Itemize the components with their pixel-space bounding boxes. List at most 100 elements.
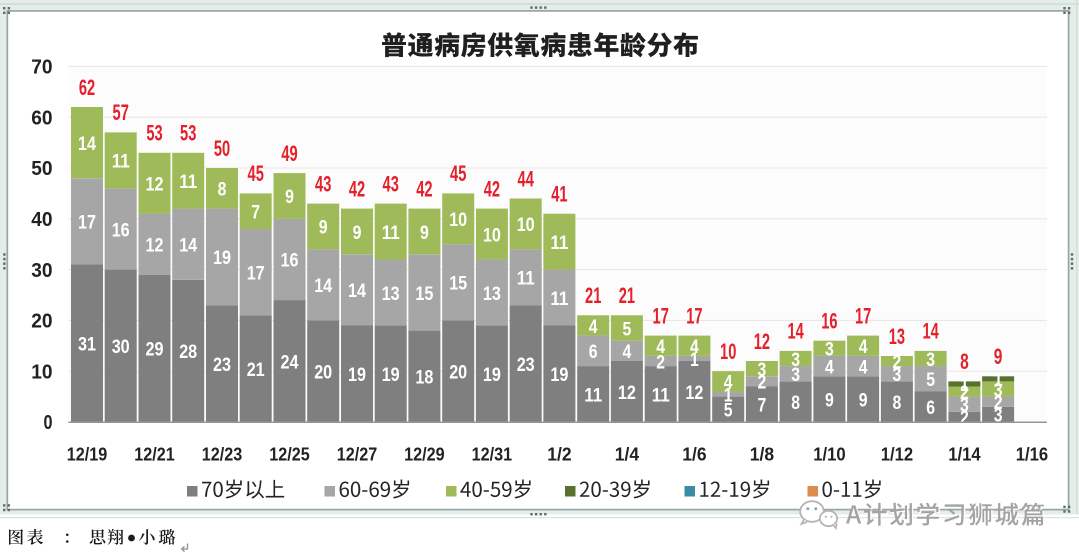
svg-text:17: 17 <box>653 303 669 328</box>
svg-text:10: 10 <box>31 361 52 383</box>
svg-text:42: 42 <box>349 176 365 201</box>
svg-text:28: 28 <box>179 341 197 363</box>
svg-text:50: 50 <box>214 136 230 161</box>
svg-text:30: 30 <box>31 260 52 282</box>
svg-text:4: 4 <box>690 336 699 358</box>
svg-text:19: 19 <box>382 364 400 386</box>
svg-text:1: 1 <box>690 349 699 371</box>
svg-text:12/19: 12/19 <box>67 445 108 465</box>
svg-text:12/23: 12/23 <box>202 445 243 465</box>
svg-text:1/2: 1/2 <box>547 445 571 465</box>
svg-text:0: 0 <box>44 412 53 434</box>
svg-text:11: 11 <box>550 232 568 254</box>
svg-text:12: 12 <box>685 382 703 404</box>
svg-text:2: 2 <box>656 351 665 373</box>
svg-text:30: 30 <box>112 336 130 358</box>
svg-text:9: 9 <box>319 217 328 239</box>
svg-text:1/6: 1/6 <box>682 445 706 465</box>
svg-text:43: 43 <box>383 171 399 196</box>
svg-text:1/14: 1/14 <box>948 445 980 465</box>
svg-text:12/31: 12/31 <box>472 445 513 465</box>
svg-text:3: 3 <box>994 405 1003 427</box>
svg-text:44: 44 <box>518 166 535 191</box>
svg-text:14: 14 <box>179 235 197 257</box>
svg-text:45: 45 <box>248 161 264 186</box>
svg-text:10: 10 <box>449 209 467 231</box>
svg-text:9: 9 <box>859 389 868 411</box>
svg-text:14: 14 <box>787 319 804 344</box>
svg-text:7: 7 <box>251 202 260 224</box>
svg-text:5: 5 <box>926 369 935 391</box>
svg-text:12: 12 <box>146 235 164 257</box>
svg-text:4: 4 <box>724 372 733 394</box>
svg-text:12/27: 12/27 <box>337 445 378 465</box>
svg-text:12: 12 <box>146 174 164 196</box>
svg-text:10: 10 <box>517 214 535 236</box>
svg-text:6: 6 <box>589 341 598 363</box>
svg-text:3: 3 <box>926 349 935 371</box>
svg-text:2: 2 <box>960 407 969 429</box>
svg-text:3: 3 <box>960 395 969 417</box>
svg-text:6: 6 <box>926 397 935 419</box>
svg-text:14: 14 <box>78 133 96 155</box>
svg-text:1: 1 <box>960 374 969 396</box>
svg-text:19: 19 <box>483 364 501 386</box>
svg-text:10: 10 <box>483 224 501 246</box>
svg-text:1: 1 <box>724 384 733 406</box>
svg-text:49: 49 <box>281 141 297 166</box>
svg-text:17: 17 <box>855 303 871 328</box>
svg-text:14: 14 <box>348 280 366 302</box>
svg-text:20: 20 <box>314 362 332 384</box>
svg-text:21: 21 <box>247 359 265 381</box>
svg-text:2: 2 <box>994 392 1003 414</box>
svg-text:7: 7 <box>758 395 767 417</box>
svg-text:11: 11 <box>652 384 670 406</box>
svg-text:12: 12 <box>618 382 636 404</box>
svg-text:2: 2 <box>758 372 767 394</box>
svg-text:3: 3 <box>994 379 1003 401</box>
svg-text:12/21: 12/21 <box>134 445 175 465</box>
svg-text:11: 11 <box>382 222 400 244</box>
svg-text:13: 13 <box>889 324 905 349</box>
svg-text:70: 70 <box>31 57 52 79</box>
svg-text:2: 2 <box>893 351 902 373</box>
svg-text:17: 17 <box>686 303 702 328</box>
svg-text:5: 5 <box>623 318 632 340</box>
svg-text:10: 10 <box>720 339 736 364</box>
svg-text:50: 50 <box>31 158 52 180</box>
svg-text:17: 17 <box>247 262 265 284</box>
svg-text:23: 23 <box>517 354 535 376</box>
svg-text:2: 2 <box>960 382 969 404</box>
svg-text:19: 19 <box>348 364 366 386</box>
svg-text:8: 8 <box>893 392 902 414</box>
svg-text:23: 23 <box>213 354 231 376</box>
svg-text:3: 3 <box>758 359 767 381</box>
svg-text:11: 11 <box>550 288 568 310</box>
svg-text:20: 20 <box>449 362 467 384</box>
svg-text:20: 20 <box>31 311 52 333</box>
svg-text:57: 57 <box>113 100 129 125</box>
svg-text:40: 40 <box>31 209 52 231</box>
svg-text:21: 21 <box>585 283 601 308</box>
svg-text:16: 16 <box>112 219 130 241</box>
svg-text:24: 24 <box>281 351 299 373</box>
svg-text:62: 62 <box>79 75 95 100</box>
svg-text:9: 9 <box>994 344 1003 369</box>
svg-text:12/25: 12/25 <box>269 445 310 465</box>
svg-text:1/10: 1/10 <box>813 445 845 465</box>
svg-text:31: 31 <box>78 334 96 356</box>
svg-text:43: 43 <box>315 171 331 196</box>
svg-text:14: 14 <box>922 319 939 344</box>
svg-text:9: 9 <box>825 389 834 411</box>
svg-text:1/8: 1/8 <box>750 445 774 465</box>
svg-text:9: 9 <box>353 222 362 244</box>
svg-text:42: 42 <box>484 176 500 201</box>
svg-text:21: 21 <box>619 283 635 308</box>
svg-text:9: 9 <box>420 222 429 244</box>
svg-text:19: 19 <box>550 364 568 386</box>
svg-text:14: 14 <box>314 275 332 297</box>
svg-text:13: 13 <box>382 283 400 305</box>
svg-text:42: 42 <box>416 176 432 201</box>
svg-text:45: 45 <box>450 161 466 186</box>
svg-text:4: 4 <box>859 336 868 358</box>
